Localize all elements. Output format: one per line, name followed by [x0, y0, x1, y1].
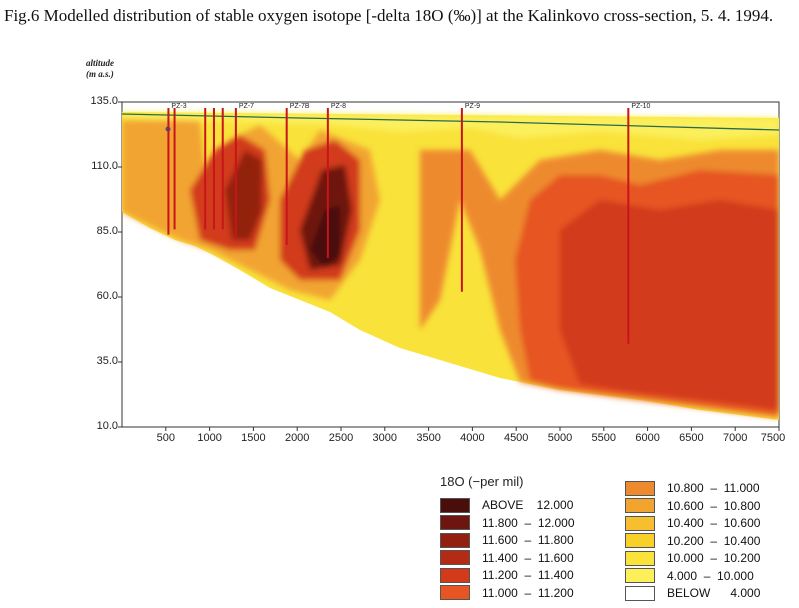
legend-label: 10.400 – 10.600	[667, 516, 761, 530]
legend-swatch	[625, 515, 655, 531]
legend-swatch	[625, 533, 655, 548]
legend-label: ABOVE 12.000	[482, 498, 574, 512]
legend-label: 11.600 – 11.800	[482, 533, 574, 547]
well-pz-9: PZ-9	[460, 103, 480, 292]
well-label: PZ-7B	[290, 103, 310, 110]
y-axis-label-line1: altitude	[86, 58, 115, 68]
x-tick-label: 4500	[503, 432, 529, 444]
x-tick-label: 4000	[460, 432, 485, 444]
x-tick-label: 3500	[416, 432, 441, 444]
x-tick-label: 1000	[197, 432, 222, 444]
legend-swatch	[625, 550, 655, 566]
y-tick-label: 110.0	[91, 160, 118, 172]
wells-layer: PZ-3 PZ-7 PZ-7B PZ-8 PZ-9 PZ-10	[167, 103, 650, 344]
x-tick-label: 7000	[722, 432, 748, 444]
x-tick-label: 2000	[284, 432, 310, 444]
legend-swatch	[440, 515, 470, 530]
y-tick-label: 35.0	[96, 355, 118, 367]
legend: 18O (−per mil) ABOVE 12.000 11.800 – 12.0…	[430, 470, 790, 604]
x-tick-label: 5000	[547, 432, 573, 444]
legend-item: 10.000 – 10.200	[625, 550, 760, 566]
y-tick-label: 10.0	[96, 420, 118, 432]
x-tick-label: 500	[156, 432, 175, 444]
figure-title: Fig.6 Modelled distribution of stable ox…	[4, 6, 774, 25]
zone-dark-core-a	[225, 150, 262, 240]
y-axis-label: altitude (m a.s.)	[86, 58, 146, 80]
x-tick-label: 6500	[679, 432, 704, 444]
well-pz-7: PZ-7	[234, 103, 254, 238]
legend-swatch	[440, 567, 470, 583]
legend-label: 11.000 – 11.200	[482, 585, 574, 600]
legend-item: 10.800 – 11.000	[625, 480, 760, 496]
legend-label: 10.800 – 11.000	[667, 481, 760, 495]
x-tick-label: 2500	[328, 432, 354, 444]
legend-swatch	[440, 497, 470, 513]
x-tick-marks	[165, 427, 780, 431]
legend-swatch	[440, 550, 470, 565]
x-tick-label: 1500	[241, 432, 266, 444]
legend-label: 10.600 – 10.800	[667, 498, 761, 513]
well-label: PZ-10	[631, 103, 650, 110]
well-label: PZ-8	[331, 103, 346, 110]
x-tick-label: 3000	[372, 432, 398, 444]
y-tick-marks	[118, 101, 122, 428]
legend-item: 11.400 – 11.600	[440, 550, 574, 566]
legend-swatch	[625, 568, 655, 583]
legend-item: 11.000 – 11.200	[440, 585, 574, 601]
water-table-line	[122, 113, 779, 131]
legend-label: 11.400 – 11.600	[482, 550, 574, 565]
legend-swatch	[625, 480, 655, 496]
legend-swatch	[440, 532, 470, 548]
well-label: PZ-9	[465, 103, 480, 110]
legend-label: 11.200 – 11.400	[482, 568, 574, 582]
legend-swatch	[440, 585, 470, 600]
legend-title: 18O (−per mil)	[440, 474, 524, 489]
well-label: PZ-7	[239, 103, 254, 110]
y-axis-label-line2: (m a.s.)	[86, 69, 114, 79]
well-pz-10: PZ-10	[627, 103, 650, 344]
legend-item: 10.600 – 10.800	[625, 498, 760, 514]
legend-item: 10.400 – 10.600	[625, 515, 760, 531]
legend-label: 10.000 – 10.200	[667, 551, 761, 565]
y-tick-label: 85.0	[96, 225, 118, 237]
well-label: PZ-3	[171, 103, 186, 110]
y-tick-label: 60.0	[96, 290, 118, 302]
well-pz-7b: PZ-7B	[285, 103, 310, 245]
legend-item: ABOVE 12.000	[440, 497, 573, 513]
legend-item: BELOW 4.000	[625, 585, 760, 601]
legend-label: BELOW 4.000	[667, 586, 761, 600]
well-pz-3: PZ-3	[167, 103, 187, 235]
zone-dark-core-c	[310, 205, 340, 268]
legend-label: 4.000 – 10.000	[667, 568, 754, 583]
legend-label: 11.800 – 12.000	[482, 515, 575, 530]
legend-item: 11.800 – 12.000	[440, 515, 575, 531]
legend-swatch	[625, 585, 655, 601]
legend-item: 11.200 – 11.400	[440, 567, 574, 583]
legend-label: 10.200 – 10.400	[667, 533, 761, 548]
zone-red-deep-right	[560, 200, 779, 410]
x-tick-label: 5500	[591, 432, 617, 444]
well-pz-8: PZ-8	[326, 103, 346, 258]
legend-item: 11.600 – 11.800	[440, 532, 574, 548]
isotope-field	[122, 112, 779, 420]
legend-item: 4.000 – 10.000	[625, 568, 754, 584]
y-tick-label: 135.0	[90, 95, 118, 107]
legend-item: 10.200 – 10.400	[625, 533, 760, 549]
x-tick-label: 6000	[635, 432, 660, 444]
x-tick-label: 7500	[760, 432, 786, 444]
legend-swatch	[625, 498, 655, 513]
